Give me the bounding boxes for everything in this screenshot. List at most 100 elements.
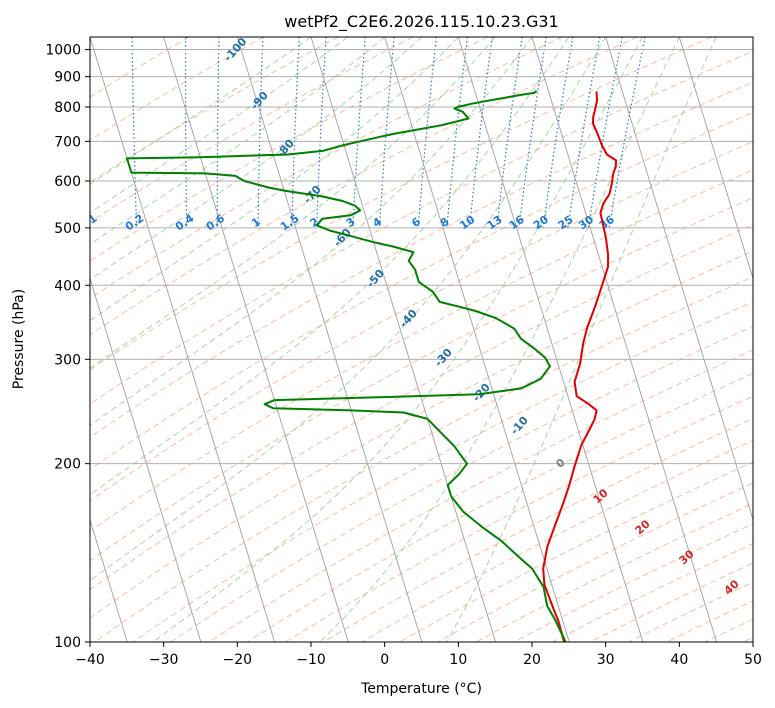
x-tick-label: 50: [744, 652, 762, 668]
dry-adiabat-label: 40: [722, 577, 742, 597]
isotherms: [90, 37, 753, 642]
sounding-series: [126, 90, 618, 642]
isotherm-line: [90, 518, 128, 642]
mixing-ratio-label: 30: [576, 213, 596, 233]
dry-adiabat-line: [132, 301, 753, 642]
dry-adiabat-line: [94, 276, 753, 642]
plot-area: 0.1 0.2 0.4 0.6 1 1.5 2 3 4 6 8 10 13 16 20 25 30 36-100-…: [76, 37, 753, 642]
dry-adiabats: [90, 37, 753, 642]
isotherm-line: [605, 37, 753, 522]
mixing-ratio-lines: [90, 37, 646, 229]
isotherm-line: [457, 37, 644, 642]
mixing-ratio-line: [185, 37, 188, 228]
isotherm-line: [310, 37, 497, 642]
x-tick-label: −30: [149, 652, 179, 668]
dry-adiabat-line: [90, 37, 712, 371]
dry-adiabat-label: 10: [591, 486, 611, 506]
y-tick-label: 500: [54, 221, 81, 237]
x-tick-label: 30: [597, 652, 615, 668]
moist-adiabat-line: [152, 37, 643, 642]
x-axis: −40 −30 −20 −10 0 10 20 30 40 50: [75, 642, 762, 668]
moist-adiabat-line: [90, 37, 496, 369]
isotherm-line: [236, 37, 423, 642]
moist-adiabat-line: [319, 37, 680, 642]
x-tick-label: −20: [223, 652, 253, 668]
mixing-ratio-label: 16: [507, 213, 527, 233]
mixing-ratio-label: 10: [457, 213, 477, 233]
mixing-ratio-line: [316, 37, 327, 228]
chart-title: wetPf2_C2E6.2026.115.10.23.G31: [284, 12, 558, 32]
isotherm-line: [384, 37, 570, 642]
x-axis-title: Temperature (°C): [360, 681, 482, 697]
mixing-ratio-line: [131, 37, 138, 228]
dry-adiabat-line: [90, 37, 339, 183]
moist-adiabat-label: -80: [274, 137, 297, 161]
y-tick-label: 300: [54, 352, 81, 368]
dry-adiabat-line: [90, 50, 753, 405]
dry-adiabat-line: [90, 37, 414, 223]
dry-adiabat-line: [552, 543, 753, 642]
isotherm-line: [90, 276, 202, 642]
x-tick-label: 0: [380, 652, 389, 668]
mixing-ratio-line: [257, 37, 264, 228]
y-tick-label: 900: [54, 70, 81, 86]
moist-adiabat-line: [90, 37, 386, 245]
pressure-grid: [90, 49, 753, 642]
x-tick-label: 10: [449, 652, 467, 668]
mixing-ratio-line: [518, 37, 547, 228]
dry-adiabat-line: [90, 197, 753, 562]
dry-adiabat-line: [742, 636, 753, 642]
dry-adiabat-line: [90, 111, 753, 470]
dry-adiabat-line: [704, 618, 753, 642]
mixing-ratio-line: [468, 37, 493, 228]
temperature-profile: [542, 91, 618, 642]
dewpoint-profile: [126, 90, 567, 642]
moist-adiabat-line: [90, 37, 459, 322]
dry-adiabat-line: [246, 372, 753, 642]
moist-adiabat-label: -30: [432, 346, 455, 370]
plot-frame: [89, 36, 754, 643]
y-tick-label: 600: [54, 174, 81, 190]
x-tick-label: −40: [75, 652, 105, 668]
mixing-ratio-label: 25: [556, 213, 576, 232]
mixing-ratio-label: 1.5: [278, 212, 301, 234]
x-tick-label: −10: [296, 652, 326, 668]
mixing-ratio-line: [378, 37, 395, 228]
dry-adiabat-line: [90, 37, 190, 98]
isotherm-line: [678, 37, 753, 280]
moist-adiabat-line: [446, 37, 717, 642]
dry-adiabat-line: [285, 395, 753, 642]
moist-adiabat-line: [90, 37, 533, 426]
background-line-labels: 0.1 0.2 0.4 0.6 1 1.5 2 3 4 6 8 10 13 16 20 25 30 36-100-…: [76, 37, 742, 597]
mixing-ratio-line: [417, 37, 437, 228]
isotherm-line: [163, 37, 349, 642]
dry-adiabat-label: 30: [677, 547, 697, 567]
moist-adiabat-line: [90, 37, 570, 496]
moist-adiabat-label: -90: [248, 89, 271, 113]
isotherm-line: [752, 37, 753, 39]
dry-adiabat-line: [90, 37, 488, 262]
moist-adiabats: [90, 37, 717, 642]
mixing-ratio-label: 20: [531, 213, 551, 233]
x-tick-label: 40: [670, 652, 688, 668]
dry-adiabat-line: [90, 37, 563, 300]
y-tick-label: 200: [54, 457, 81, 473]
mixing-ratio-line: [446, 37, 469, 228]
mixing-ratio-label: 36: [597, 213, 617, 233]
mixing-ratio-line: [608, 37, 646, 229]
y-axis-title: Pressure (hPa): [11, 289, 27, 389]
dry-adiabat-line: [208, 349, 753, 642]
dry-adiabat-line: [90, 224, 753, 591]
dry-adiabat-line: [90, 169, 753, 532]
mixing-ratio-label: 0.1: [76, 212, 99, 234]
mixing-ratio-label: 0.2: [123, 212, 146, 234]
isotherm-line: [531, 37, 718, 642]
dry-adiabat-label: 20: [633, 517, 653, 537]
mixing-ratio-line: [587, 37, 623, 228]
moist-adiabat-label: -40: [397, 307, 420, 331]
y-tick-label: 100: [54, 635, 81, 651]
dry-adiabat-line: [170, 325, 753, 642]
mixing-ratio-label: 0.4: [173, 211, 197, 233]
y-tick-label: 400: [54, 278, 81, 294]
